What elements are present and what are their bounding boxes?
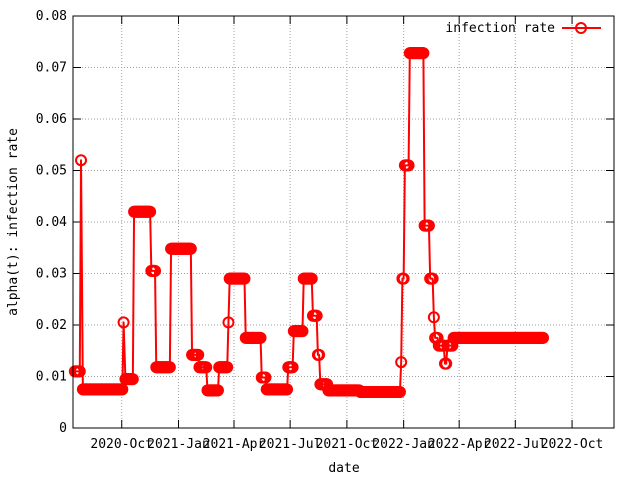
data-point bbox=[73, 365, 86, 378]
data-point bbox=[395, 356, 408, 369]
y-tick-label: 0.06 bbox=[36, 112, 67, 127]
x-tick-label: 2022-Oct bbox=[541, 437, 604, 452]
data-point bbox=[75, 154, 88, 167]
data-point bbox=[397, 272, 410, 285]
data-point bbox=[393, 385, 406, 398]
data-point bbox=[310, 309, 323, 322]
data-point bbox=[117, 316, 130, 329]
data-point bbox=[281, 383, 294, 396]
x-tick-label: 2022-Jan bbox=[372, 437, 435, 452]
y-tick-label: 0.05 bbox=[36, 164, 67, 179]
data-point bbox=[254, 331, 267, 344]
x-tick-label: 2020-Oct bbox=[90, 437, 153, 452]
data-point bbox=[200, 361, 213, 374]
legend-marker bbox=[575, 22, 587, 34]
x-tick-label: 2021-Apr bbox=[203, 437, 266, 452]
x-tick-label: 2022-Jul bbox=[484, 437, 547, 452]
y-tick-label: 0 bbox=[59, 421, 67, 436]
data-point bbox=[440, 357, 453, 370]
y-tick-label: 0.07 bbox=[36, 61, 67, 76]
data-point bbox=[192, 348, 205, 361]
data-point bbox=[437, 339, 450, 352]
x-tick-label: 2021-Jan bbox=[147, 437, 210, 452]
x-tick-label: 2022-Apr bbox=[428, 437, 491, 452]
y-tick-label: 0.03 bbox=[36, 267, 67, 282]
data-point bbox=[402, 159, 415, 172]
data-point bbox=[222, 316, 235, 329]
data-point bbox=[144, 205, 157, 218]
data-point bbox=[149, 264, 162, 277]
data-series bbox=[68, 47, 550, 398]
data-point bbox=[221, 361, 234, 374]
data-point bbox=[305, 272, 318, 285]
y-tick-label: 0.04 bbox=[36, 215, 67, 230]
data-point bbox=[211, 384, 224, 397]
plot-frame bbox=[72, 15, 615, 429]
data-point bbox=[238, 272, 251, 285]
data-point bbox=[537, 331, 550, 344]
data-point bbox=[427, 311, 440, 324]
x-tick-label: 2021-Jul bbox=[259, 437, 322, 452]
data-point bbox=[417, 47, 430, 60]
data-point bbox=[313, 348, 326, 361]
tick-labels: 0 0.01 0.02 0.03 0.04 0.05 0.06 0.07 0.08 2020-Oc… bbox=[36, 9, 604, 452]
data-point bbox=[426, 272, 439, 285]
data-point bbox=[184, 242, 197, 255]
data-point bbox=[126, 373, 139, 386]
y-axis-title: alpha(t): infection rate bbox=[6, 128, 21, 316]
data-point bbox=[286, 361, 299, 374]
legend: infection rate bbox=[445, 21, 601, 36]
data-point bbox=[422, 219, 435, 232]
x-axis-title: date bbox=[328, 461, 359, 476]
data-point bbox=[163, 361, 176, 374]
data-point bbox=[259, 371, 272, 384]
y-tick-label: 0.02 bbox=[36, 318, 67, 333]
y-tick-label: 0.01 bbox=[36, 370, 67, 385]
grid bbox=[73, 16, 614, 428]
data-point bbox=[116, 383, 129, 396]
data-point bbox=[296, 325, 309, 338]
y-tick-label: 0.08 bbox=[36, 9, 67, 24]
x-tick-label: 2021-Oct bbox=[316, 437, 379, 452]
legend-label: infection rate bbox=[445, 21, 555, 36]
